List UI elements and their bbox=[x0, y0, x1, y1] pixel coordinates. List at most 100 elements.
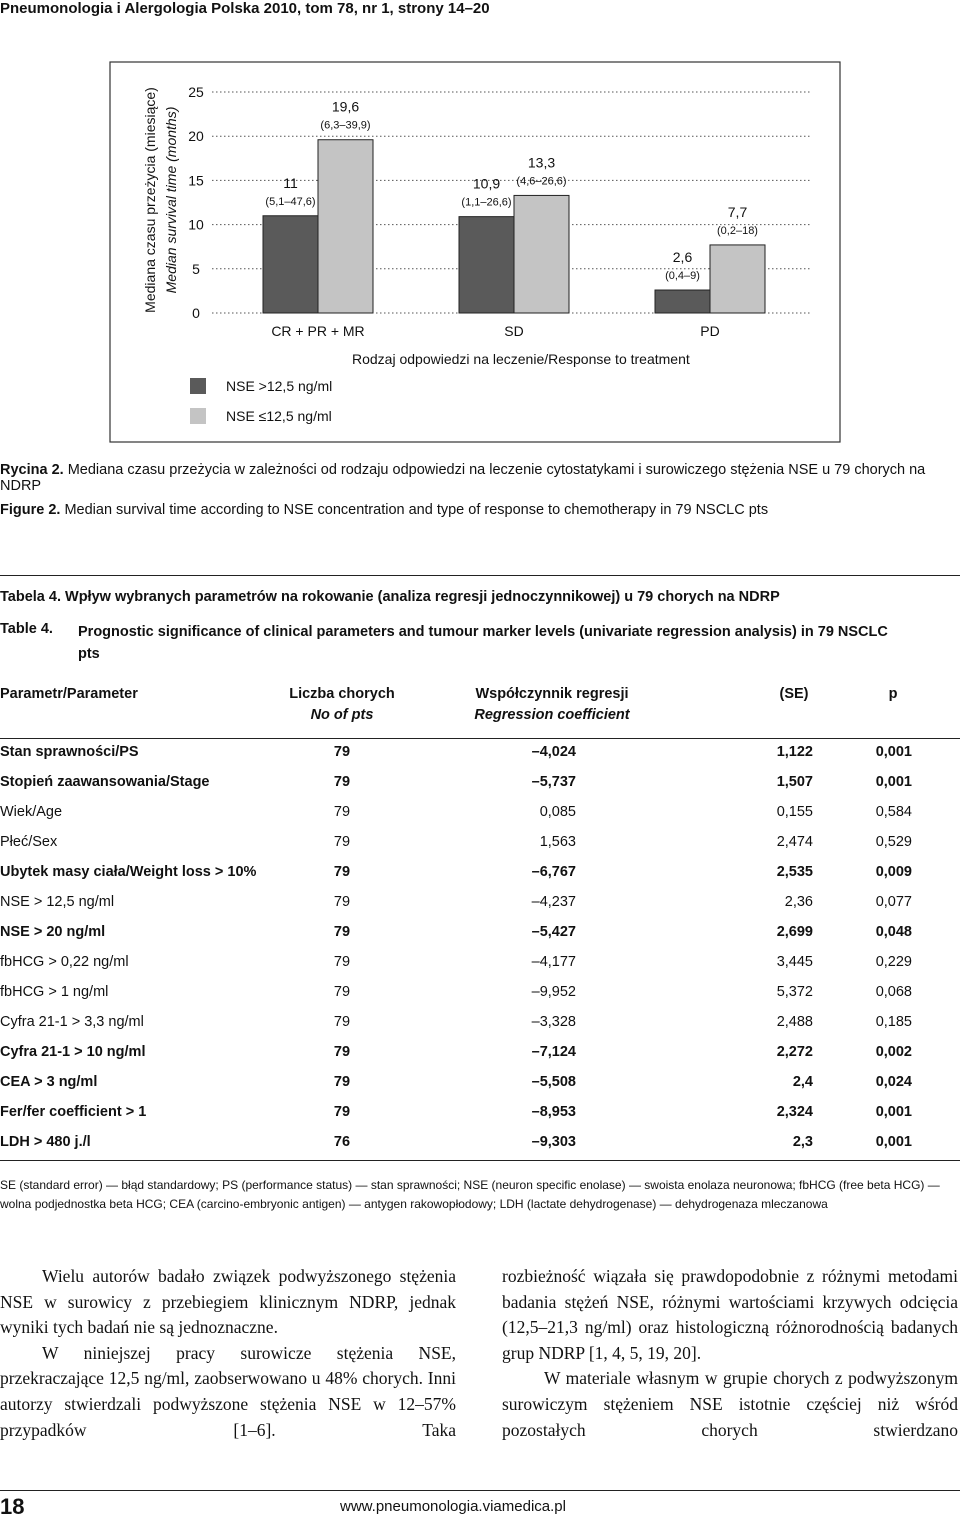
legend-swatch bbox=[190, 378, 206, 394]
value-label: 19,6 bbox=[332, 99, 359, 115]
interval-label: (6,3–39,9) bbox=[320, 120, 370, 132]
table-cell: Stan sprawności/PS bbox=[0, 744, 139, 760]
table-cell: 2,474 bbox=[776, 834, 813, 850]
rule bbox=[0, 575, 960, 576]
y-tick-label: 0 bbox=[192, 305, 200, 321]
table-cell: 0,001 bbox=[875, 1104, 912, 1120]
caption-text: Prognostic significance of clinical para… bbox=[78, 624, 888, 662]
column-header: Współczynnik regresji bbox=[475, 686, 629, 702]
table-cell: 0,085 bbox=[539, 804, 576, 820]
y-tick-label: 25 bbox=[188, 84, 204, 100]
value-label: 7,7 bbox=[728, 204, 748, 220]
table-cell: 0,068 bbox=[875, 984, 912, 1000]
table-cell: 79 bbox=[333, 834, 351, 850]
table-cell: 79 bbox=[333, 774, 351, 790]
table-cell: –9,952 bbox=[531, 984, 576, 1000]
table-cell: 79 bbox=[333, 1074, 351, 1090]
table-cell: 79 bbox=[333, 984, 351, 1000]
rule bbox=[0, 738, 960, 739]
table-cell: 0,001 bbox=[875, 1134, 912, 1150]
legend-label: NSE ≤12,5 ng/ml bbox=[226, 408, 332, 424]
caption-text: Wpływ wybranych parametrów na rokowanie … bbox=[65, 589, 780, 605]
figure-caption-pl: Rycina 2. Mediana czasu przeżycia w zale… bbox=[0, 462, 960, 494]
chart-frame bbox=[109, 61, 841, 443]
table-cell: NSE > 20 ng/ml bbox=[0, 924, 106, 940]
table-cell: –4,177 bbox=[531, 954, 576, 970]
table-cell: 79 bbox=[333, 1104, 351, 1120]
paragraph: Wielu autorów badało związek podwyższone… bbox=[0, 1266, 456, 1338]
table-cell: 0,229 bbox=[875, 954, 912, 970]
column-header: Regression coefficient bbox=[474, 707, 630, 723]
table-cell: fbHCG > 0,22 ng/ml bbox=[0, 954, 129, 970]
bar bbox=[709, 244, 766, 314]
table-cell: 79 bbox=[333, 1044, 351, 1060]
y-tick-label: 10 bbox=[188, 217, 204, 233]
bar bbox=[654, 289, 711, 314]
y-tick-label: 15 bbox=[188, 172, 204, 188]
table-cell: Stopień zaawansowania/Stage bbox=[0, 774, 210, 790]
table-cell: 0,009 bbox=[875, 864, 912, 880]
interval-label: (5,1–47,6) bbox=[265, 196, 315, 208]
table-cell: 2,535 bbox=[776, 864, 813, 880]
table-cell: –4,024 bbox=[531, 744, 576, 760]
table-footnote: SE (standard error) — błąd standardowy; … bbox=[0, 1178, 940, 1211]
table-cell: 5,372 bbox=[776, 984, 813, 1000]
table-caption-en: Table 4. Prognostic significance of clini… bbox=[0, 621, 960, 665]
table-cell: Ubytek masy ciała/Weight loss > 10% bbox=[0, 864, 257, 880]
table-cell: 0,002 bbox=[875, 1044, 912, 1060]
table-cell: –6,767 bbox=[531, 864, 576, 880]
bar bbox=[317, 139, 374, 314]
table-cell: 0,155 bbox=[776, 804, 813, 820]
chart: 0 5 10 15 20 25 Mediana czasu przeżycia (miesi… bbox=[109, 61, 841, 443]
table-cell: 79 bbox=[333, 804, 351, 820]
table-cell: LDH > 480 j./l bbox=[0, 1134, 91, 1150]
table-cell: NSE > 12,5 ng/ml bbox=[0, 894, 115, 910]
table-cell: 0,024 bbox=[875, 1074, 912, 1090]
x-axis-label: Rodzaj odpowiedzi na leczenie/Response t… bbox=[352, 351, 690, 367]
column-header: p bbox=[888, 686, 898, 702]
table-cell: –4,237 bbox=[531, 894, 576, 910]
footer-url: www.pneumonologia.viamedica.pl bbox=[340, 1498, 566, 1515]
column-header: Liczba chorych bbox=[289, 686, 395, 702]
value-label: 13,3 bbox=[528, 154, 555, 170]
table-cell: 1,563 bbox=[539, 834, 576, 850]
caption-label: Figure 2. bbox=[0, 502, 61, 518]
paragraph: W materiale własnym w grupie chorych z p… bbox=[502, 1368, 958, 1440]
paragraph: rozbieżność wiązała się prawdopodobnie z… bbox=[502, 1266, 958, 1363]
table-cell: 2,3 bbox=[792, 1134, 813, 1150]
column-header: No of pts bbox=[310, 707, 374, 723]
table-cell: 79 bbox=[333, 894, 351, 910]
table-cell: CEA > 3 ng/ml bbox=[0, 1074, 98, 1090]
y-axis-label: Mediana czasu przeżycia (miesiące) bbox=[142, 87, 158, 313]
table-caption-pl: Tabela 4. Wpływ wybranych parametrów na … bbox=[0, 589, 960, 605]
y-tick-label: 5 bbox=[192, 261, 200, 277]
table-cell: 2,699 bbox=[776, 924, 813, 940]
table-cell: 79 bbox=[333, 1014, 351, 1030]
caption-label: Tabela 4. bbox=[0, 589, 61, 605]
table-cell: 0,001 bbox=[875, 774, 912, 790]
body-column: rozbieżność wiązała się prawdopodobnie z… bbox=[502, 1264, 958, 1443]
rule bbox=[0, 1490, 960, 1491]
interval-label: (0,2–18) bbox=[717, 225, 758, 237]
value-label: 10,9 bbox=[473, 176, 500, 192]
value-label: 11 bbox=[283, 175, 298, 191]
table-cell: Fer/fer coefficient > 1 bbox=[0, 1104, 147, 1120]
table-cell: 79 bbox=[333, 954, 351, 970]
bar bbox=[458, 216, 515, 314]
legend-label: NSE >12,5 ng/ml bbox=[226, 378, 332, 394]
table-cell: 0,048 bbox=[875, 924, 912, 940]
table-cell: 2,36 bbox=[784, 894, 813, 910]
table-cell: –3,328 bbox=[531, 1014, 576, 1030]
table-cell: –5,508 bbox=[531, 1074, 576, 1090]
value-label: 2,6 bbox=[673, 249, 693, 265]
table-cell: 0,077 bbox=[875, 894, 912, 910]
caption-label: Table 4. bbox=[0, 621, 53, 637]
table-cell: 2,272 bbox=[776, 1044, 813, 1060]
table-cell: 79 bbox=[333, 864, 351, 880]
table-cell: –7,124 bbox=[531, 1044, 576, 1060]
x-tick-label: PD bbox=[700, 323, 719, 339]
table-cell: 79 bbox=[333, 924, 351, 940]
table-cell: Cyfra 21-1 > 10 ng/ml bbox=[0, 1044, 146, 1060]
table-cell: –5,737 bbox=[531, 774, 576, 790]
table-cell: 0,001 bbox=[875, 744, 912, 760]
